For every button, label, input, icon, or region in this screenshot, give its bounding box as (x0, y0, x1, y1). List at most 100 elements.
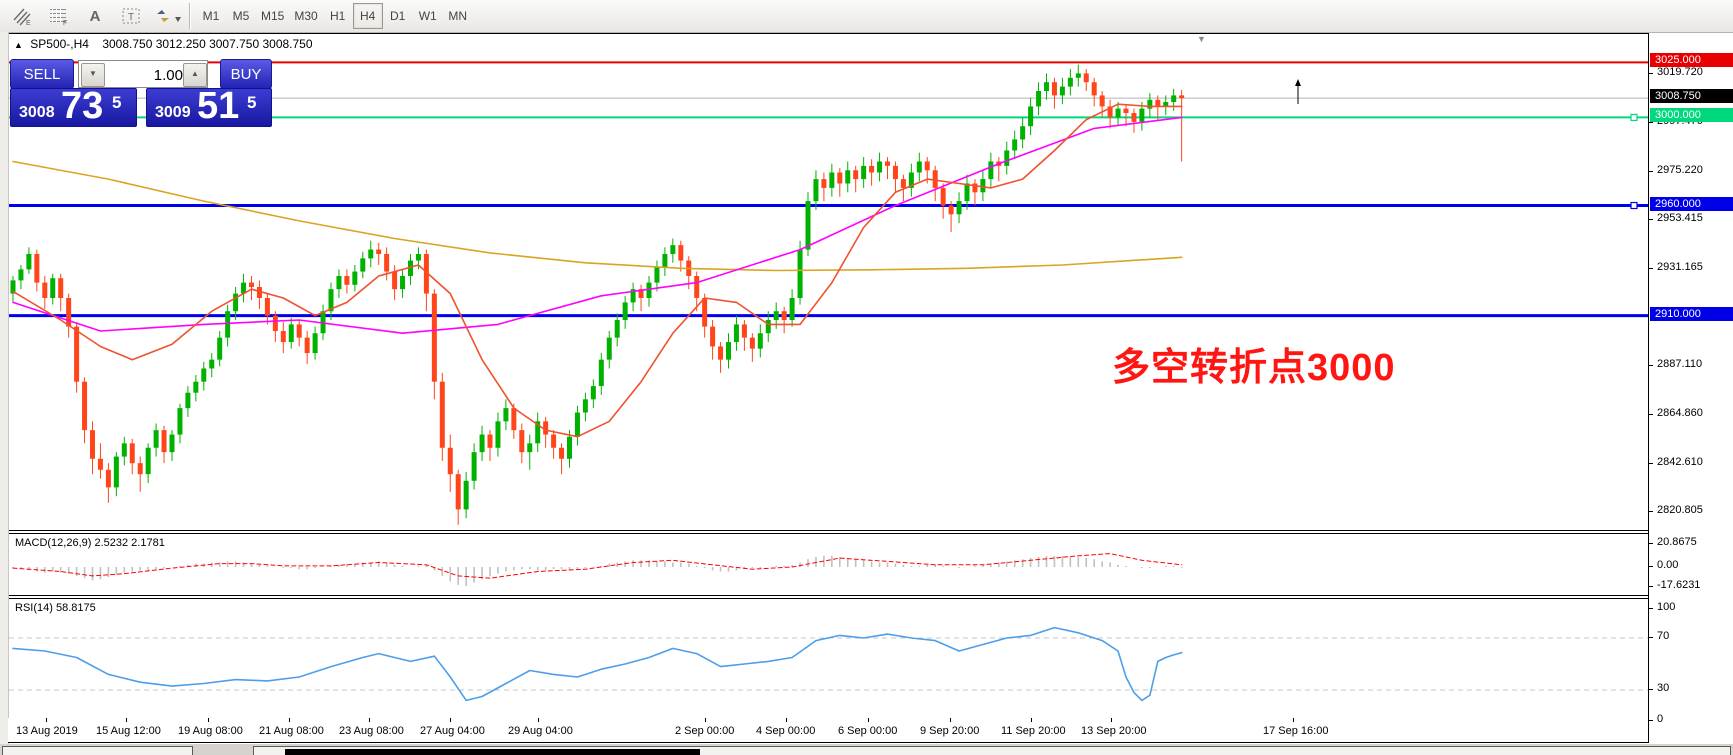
fibonacci-grid-icon[interactable]: F (44, 4, 74, 28)
candle-body (256, 286, 262, 299)
candle-body (574, 412, 580, 437)
candle-body (1004, 150, 1010, 166)
price-tick (1649, 73, 1653, 74)
timeframe-w1-button[interactable]: W1 (413, 3, 443, 29)
text-box-icon[interactable]: T (116, 4, 146, 28)
sell-price-tile[interactable]: 3008 73 5 (10, 87, 137, 127)
volume-decrease-icon[interactable]: ▼ (81, 63, 105, 87)
candle-body (988, 161, 994, 180)
candle-body (1028, 106, 1034, 127)
candle-body (1051, 82, 1057, 96)
toolbar: E F A T M1 M5 M15 M30 H1 H4 D1 W1 MN (0, 0, 1733, 33)
buy-price-tile[interactable]: 3009 51 5 (146, 87, 272, 127)
hline-handle[interactable] (1630, 201, 1638, 210)
minimized-window-fragment[interactable] (2, 746, 193, 755)
chart-annotation-text: 多空转折点3000 (1112, 347, 1396, 389)
candle-body (662, 253, 668, 268)
macd-canvas[interactable] (9, 534, 1648, 595)
candle-body (598, 359, 604, 387)
candle-body (773, 311, 779, 321)
candle-body (304, 337, 310, 354)
candle-body (392, 271, 398, 290)
time-axis[interactable]: 13 Aug 2019 15 Aug 12:00 19 Aug 08:00 21 Au… (8, 718, 1648, 743)
candle-body (757, 333, 763, 349)
timeframe-mn-button[interactable]: MN (443, 3, 473, 29)
rsi-panel[interactable]: RSI(14) 58.8175 (8, 598, 1649, 719)
timeframe-m5-button[interactable]: M5 (226, 3, 256, 29)
candle-body (535, 421, 541, 444)
main-chart-panel[interactable] (8, 33, 1649, 531)
timeframe-h1-button[interactable]: H1 (323, 3, 353, 29)
candle-body (1107, 106, 1113, 118)
rsi-canvas[interactable] (9, 599, 1648, 718)
candle-body (1036, 91, 1042, 107)
minimized-window-fragment[interactable] (253, 746, 1731, 755)
candle-body (861, 165, 867, 180)
timeframe-group: M1 M5 M15 M30 H1 H4 D1 W1 MN (196, 3, 473, 29)
one-click-trade-panel: SELL ▼ ▲ BUY 3008 73 5 3009 51 5 (10, 59, 272, 127)
time-axis-label: 4 Sep 00:00 (756, 725, 816, 737)
price-badge: 3025.000 (1650, 53, 1733, 68)
candle-body (1179, 95, 1185, 99)
ma-magenta-line (12, 116, 1183, 334)
candle-body (765, 320, 771, 334)
candle-body (853, 170, 859, 180)
time-tick (786, 718, 787, 722)
price-tick (1649, 414, 1653, 416)
candle-body (1067, 77, 1073, 87)
macd-panel[interactable]: MACD(12,26,9) 2.5232 2.1781 (8, 533, 1649, 596)
candle-body (900, 179, 906, 188)
ma-gold-line (12, 160, 1183, 272)
timeframe-m15-button[interactable]: M15 (256, 3, 289, 29)
candle-body (447, 447, 453, 475)
timeframe-m30-button[interactable]: M30 (289, 3, 322, 29)
candle-body (360, 258, 366, 272)
price-axis-label: 3019.720 (1657, 66, 1703, 78)
price-badge: 3000.000 (1650, 108, 1733, 123)
rsi-axis-label: 30 (1657, 682, 1670, 694)
timeframe-m1-button[interactable]: M1 (196, 3, 226, 29)
rsi-axis-tick (1649, 689, 1653, 690)
candle-body (479, 434, 485, 453)
candle-body (280, 331, 286, 343)
time-axis-label: 13 Sep 20:00 (1081, 725, 1147, 737)
candle-body (193, 381, 199, 393)
time-tick (1111, 718, 1112, 722)
macd-axis-tick (1649, 543, 1653, 544)
candle-body (495, 421, 501, 448)
candle-body (249, 282, 254, 287)
timeframe-h4-button[interactable]: H4 (352, 3, 383, 29)
time-axis-label: 13 Aug 2019 (16, 725, 78, 737)
candle-body (471, 452, 477, 481)
volume-input[interactable] (105, 63, 185, 87)
arrow-object-head (1295, 79, 1301, 86)
cycle-lines-icon[interactable] (150, 4, 186, 28)
candle-body (1139, 108, 1145, 122)
chart-shift-icon[interactable]: ▼ (1197, 34, 1206, 44)
svg-text:F: F (63, 20, 67, 26)
candle-body (50, 278, 56, 299)
timeframe-d1-button[interactable]: D1 (383, 3, 413, 29)
price-tick (1649, 511, 1653, 513)
time-tick (1293, 718, 1294, 722)
main-chart-canvas[interactable] (9, 34, 1648, 530)
candle-body (296, 324, 302, 338)
buy-price-fraction: 5 (247, 93, 257, 112)
time-axis-label: 2 Sep 00:00 (675, 725, 735, 737)
candle-body (288, 324, 294, 343)
buy-button[interactable]: BUY (220, 59, 272, 89)
candle-body (956, 201, 962, 215)
volume-increase-icon[interactable]: ▲ (183, 63, 207, 87)
trade-panel-collapse-icon[interactable]: ▲ (14, 40, 23, 50)
candle-body (670, 245, 676, 254)
price-tick (1649, 121, 1653, 123)
price-axis[interactable]: 3019.7202997.4702975.2202953.4152931.165… (1648, 33, 1733, 743)
equidistant-channel-icon[interactable]: E (8, 4, 38, 28)
candle-body (113, 456, 119, 488)
hline-handle[interactable] (1630, 113, 1638, 122)
candle-body (105, 469, 111, 488)
time-axis-label: 23 Aug 08:00 (339, 725, 404, 737)
candle-body (1115, 108, 1121, 118)
text-label-icon[interactable]: A (89, 7, 101, 25)
